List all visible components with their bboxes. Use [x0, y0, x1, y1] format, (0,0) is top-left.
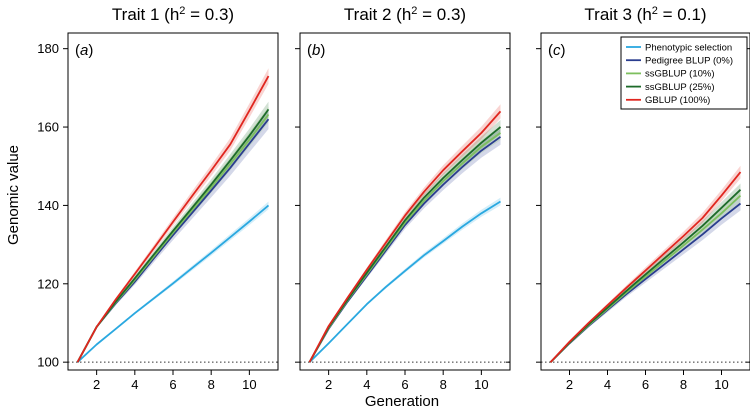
series-line	[308, 132, 502, 363]
panel-2: Trait 2 (h2 = 0.3)2 4 6 8 10(b)	[295, 5, 511, 392]
series-line	[308, 110, 502, 363]
x-tick-label: 4	[363, 377, 370, 392]
x-tick-label: 2	[93, 377, 100, 392]
y-tick-label: 120	[37, 276, 59, 291]
y-tick-label: 100	[37, 355, 59, 370]
x-tick-label: 4	[131, 377, 138, 392]
y-tick-label: 180	[37, 41, 59, 56]
legend-box	[620, 36, 748, 110]
series-band	[309, 104, 501, 363]
x-tick-label: 6	[169, 377, 176, 392]
legend-label: Pedigree BLUP (0%)	[645, 56, 733, 67]
panel-title-main: Trait 3 (h	[584, 5, 651, 24]
x-tick-label: 8	[680, 377, 687, 392]
x-tick-label: 6	[642, 377, 649, 392]
panel-title-sup: 2	[179, 5, 185, 17]
panel-title-end: = 0.1)	[658, 5, 707, 24]
plot-frame	[299, 32, 511, 371]
panel-tag-letter: b	[312, 42, 320, 59]
series-line	[308, 200, 501, 363]
panel-1: Trait 1 (h2 = 0.3)2 4 6 8 10100120140160180(…	[37, 5, 279, 392]
x-tick-label: 6	[401, 377, 408, 392]
series-band	[77, 68, 269, 363]
x-tick-label: 4	[604, 377, 611, 392]
panel-tag: (a)	[75, 42, 93, 59]
legend-label: ssGBLUP (25%)	[645, 82, 715, 93]
panel-tag-letter: a	[80, 42, 88, 59]
panel-title-main: Trait 2 (h	[344, 5, 411, 24]
series-line	[549, 171, 742, 363]
panel-tag-close: )	[88, 42, 93, 59]
panel-title: Trait 2 (h2 = 0.3)	[344, 5, 466, 24]
series-band	[77, 201, 269, 363]
x-tick-label: 8	[440, 377, 447, 392]
x-tick-label: 10	[242, 377, 256, 392]
y-tick-label: 140	[37, 198, 59, 213]
series-line	[308, 136, 502, 363]
series-band	[309, 120, 501, 363]
panel-tag: (b)	[307, 42, 325, 59]
legend-label: ssGBLUP (10%)	[645, 69, 715, 80]
plot-frame	[67, 32, 279, 371]
series-line	[76, 204, 270, 363]
panel-title: Trait 1 (h2 = 0.3)	[112, 5, 234, 24]
x-tick-label: 10	[474, 377, 488, 392]
panel-tag-open: (	[307, 42, 312, 59]
series-line	[549, 202, 742, 363]
panel-title-main: Trait 1 (h	[112, 5, 179, 24]
legend: Phenotypic selection Pedigree BLUP (0%) ss…	[620, 36, 748, 110]
series-line	[549, 189, 742, 363]
panel-tag-open: (	[548, 42, 553, 59]
panel-tag-open: (	[75, 42, 80, 59]
panels: Trait 1 (h2 = 0.3)2 4 6 8 10100120140160180(…	[37, 5, 750, 392]
panel-title-sup: 2	[652, 5, 658, 17]
series-line	[76, 75, 270, 363]
panel-title: Trait 3 (h2 = 0.1)	[584, 5, 706, 24]
panel-title-end: = 0.3)	[417, 5, 466, 24]
series-line	[308, 126, 502, 363]
x-tick-label: 8	[208, 377, 215, 392]
series-line	[76, 118, 270, 363]
panel-tag-letter: c	[553, 42, 561, 59]
panel-3: Trait 3 (h2 = 0.1)2 4 6 8 10(c) Phenotypic se…	[536, 5, 750, 392]
x-tick-label: 2	[566, 377, 573, 392]
y-tick-label: 160	[37, 120, 59, 135]
panel-title-sup: 2	[411, 5, 417, 17]
series-band	[309, 129, 501, 363]
legend-label: GBLUP (100%)	[645, 95, 710, 106]
panel-tag: (c)	[548, 42, 566, 59]
y-axis-title: Genomic value	[5, 145, 22, 245]
x-tick-label: 10	[714, 377, 728, 392]
x-axis-title: Generation	[365, 393, 439, 410]
panel-tag-close: )	[320, 42, 325, 59]
panel-title-end: = 0.3)	[185, 5, 234, 24]
panel-tag-close: )	[561, 42, 566, 59]
legend-label: Phenotypic selection	[645, 42, 732, 53]
x-tick-label: 2	[325, 377, 332, 392]
